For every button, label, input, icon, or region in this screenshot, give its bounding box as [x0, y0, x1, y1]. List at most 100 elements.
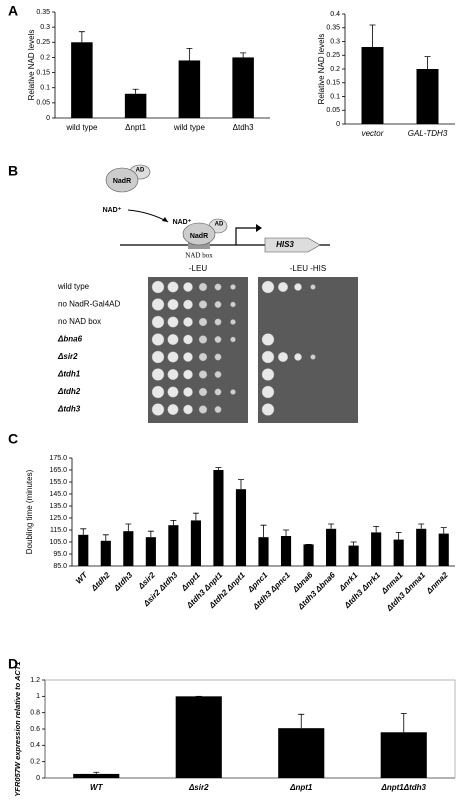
- bar: [73, 773, 120, 778]
- colony-spot: [198, 300, 208, 309]
- error-bar: [395, 532, 402, 540]
- colony-spot: [183, 317, 193, 327]
- y-tick-label: 0.35: [326, 25, 340, 32]
- bar: [393, 539, 404, 566]
- x-tick-label: wild type: [173, 123, 206, 132]
- y-tick-label: 0: [336, 121, 340, 128]
- colony-spot: [183, 369, 193, 380]
- colony-spot: [183, 299, 193, 310]
- error-bar: [80, 528, 87, 535]
- bar: [124, 93, 147, 118]
- error-bar: [93, 771, 100, 774]
- colony-spot: [151, 368, 165, 381]
- y-tick-label: 0.35: [36, 9, 50, 16]
- bar: [280, 536, 292, 566]
- colony-spot: [167, 386, 179, 398]
- bar: [303, 544, 314, 566]
- colony-spot: [198, 352, 208, 362]
- strain-label: wild type: [57, 282, 90, 291]
- strain-label: Δtdh2: [57, 387, 81, 396]
- arrow-head: [162, 217, 168, 222]
- strain-label: no NAD box: [58, 317, 101, 326]
- y-tick-label: 85.0: [53, 563, 67, 570]
- colony-spot: [261, 350, 275, 364]
- y-tick-label: 95.0: [53, 551, 67, 558]
- nadr-bound-label: NadR: [190, 233, 208, 240]
- colony-spot: [261, 368, 275, 381]
- error-bar: [125, 523, 132, 532]
- nadr-bound-shape: [182, 222, 216, 246]
- nad-bound-label: NAD⁺: [173, 219, 192, 226]
- y-tick-label: 0: [36, 775, 40, 782]
- strain-label: Δbna6: [57, 335, 83, 344]
- bar: [232, 57, 254, 118]
- bar: [361, 47, 384, 124]
- x-tick-label: WT: [74, 570, 90, 586]
- reporter-gene: [264, 237, 321, 253]
- error-bar: [192, 512, 199, 521]
- ad-label: AD: [136, 168, 145, 174]
- x-tick-label: Δtdh3 Δnma1: [384, 570, 427, 613]
- y-tick-label: 145.0: [49, 491, 67, 498]
- colony-spot: [198, 387, 208, 397]
- bar: [178, 60, 201, 118]
- colony-spot: [230, 301, 236, 308]
- y-tick-label: 135.0: [49, 503, 67, 510]
- colony-spot: [151, 385, 165, 399]
- bar: [78, 534, 89, 566]
- colony-spot: [167, 281, 179, 293]
- x-tick-label: Δnma2: [424, 570, 450, 596]
- plate-title: -LEU: [189, 264, 207, 273]
- colony-spot: [214, 283, 222, 291]
- bar: [258, 537, 269, 566]
- nad-box-label: NAD box: [185, 252, 213, 260]
- colony-spot: [294, 353, 302, 361]
- panel-label: B: [8, 163, 18, 179]
- y-tick-label: 1: [36, 693, 40, 700]
- y-tick-label: 0.05: [326, 107, 340, 114]
- x-tick-label: Δsir2: [188, 783, 209, 792]
- colony-spot: [183, 352, 193, 362]
- colony-spot: [167, 404, 179, 416]
- colony-spot: [278, 282, 289, 293]
- error-bar: [147, 530, 154, 538]
- error-bar: [298, 713, 305, 729]
- y-tick-label: 1.2: [30, 677, 40, 684]
- error-bar: [283, 529, 290, 536]
- bar: [371, 532, 382, 566]
- error-bar: [369, 24, 376, 47]
- error-bar: [424, 56, 431, 69]
- error-bar: [350, 541, 357, 546]
- bar: [213, 470, 224, 566]
- diagram: B NadR AD NAD⁺ NAD box NadR AD NAD⁺ HIS3: [8, 163, 330, 260]
- colony-spot: [167, 299, 179, 311]
- error-bar: [170, 520, 177, 526]
- colony-spot: [214, 336, 222, 343]
- colony-spot: [214, 388, 222, 396]
- y-tick-label: 0.05: [36, 100, 50, 107]
- colony-spot: [198, 317, 208, 327]
- ad-bound-label: AD: [215, 222, 224, 228]
- y-tick-label: 115.0: [50, 527, 67, 534]
- error-bar: [186, 47, 193, 61]
- colony-spot: [214, 371, 222, 378]
- error-bar: [78, 31, 85, 43]
- bar: [348, 545, 359, 566]
- error-bar: [328, 523, 335, 529]
- error-bar: [260, 524, 267, 538]
- reporter-label: HIS3: [276, 240, 294, 249]
- colony-spot: [167, 351, 179, 363]
- y-tick-label: 0.3: [330, 38, 340, 45]
- x-tick-label: Δnpt1: [125, 123, 146, 132]
- y-tick-label: 0.2: [40, 54, 50, 61]
- bar: [438, 533, 449, 566]
- colony-spot: [294, 283, 302, 291]
- nadr-shape: [105, 167, 139, 193]
- y-axis-label: YFR057W expression relative to ACT1: [13, 661, 22, 796]
- bar: [100, 540, 111, 566]
- y-axis-label: Doubling time (minutes): [25, 469, 34, 554]
- colony-spot: [214, 318, 222, 326]
- bar: [235, 489, 247, 566]
- strain-label: Δtdh1: [57, 370, 81, 379]
